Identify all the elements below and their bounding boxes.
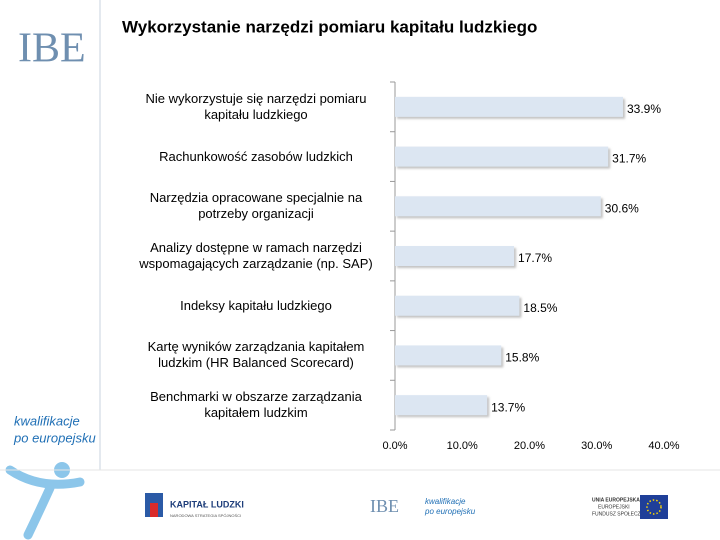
y-tick-label: Benchmarki w obszarze zarządzania kapita… — [150, 389, 362, 421]
y-tick-label: Analizy dostępne w ramach narzędzi wspom… — [139, 240, 373, 271]
footer-text: kwalifikacje — [425, 497, 466, 506]
logo: IBE — [18, 26, 86, 72]
value-label: 33.9% — [627, 102, 661, 116]
footer-text: EUROPEJSKI — [598, 504, 630, 510]
bar — [395, 345, 502, 366]
value-label: 18.5% — [523, 301, 557, 315]
bar — [395, 96, 623, 117]
value-label: 15.8% — [505, 351, 539, 365]
x-tick-label: 30.0% — [581, 440, 612, 452]
slogan: po europejsku — [13, 430, 96, 445]
value-label: 17.7% — [518, 251, 552, 265]
bar — [395, 295, 520, 316]
eu-stars — [646, 499, 662, 515]
y-tick-label: Indeksy kapitału ludzkiego — [180, 297, 332, 313]
footer: KAPITAŁ LUDZKI NARODOWA STRATEGIA SPÓJNO… — [145, 493, 668, 519]
y-tick-label: Rachunkowość zasobów ludzkich — [159, 148, 353, 164]
footer-text: KAPITAŁ LUDZKI — [170, 499, 244, 509]
y-tick-label: Kartę wyników zarządzania kapitałem ludz… — [147, 339, 365, 371]
x-tick-label: 0.0% — [382, 440, 407, 452]
footer-icon — [150, 503, 158, 517]
bar — [395, 146, 609, 167]
bar — [395, 246, 515, 266]
value-label: 30.6% — [605, 201, 639, 215]
value-label: 31.7% — [612, 152, 646, 166]
bar — [395, 196, 601, 217]
footer-text: po europejsku — [424, 507, 476, 516]
x-tick-label: 40.0% — [648, 440, 679, 452]
eu-flag — [640, 495, 668, 519]
bar — [395, 395, 488, 416]
x-tick-label: 10.0% — [447, 440, 478, 452]
footer-text: NARODOWA STRATEGIA SPÓJNOŚCI — [170, 513, 241, 518]
slogan: kwalifikacje — [14, 413, 80, 428]
footer-text: FUNDUSZ SPOŁECZNY — [592, 511, 648, 517]
y-tick-label: Nie wykorzystuje się narzędzi pomiaru ka… — [145, 90, 367, 122]
chart-title: Wykorzystanie narzędzi pomiaru kapitału … — [122, 17, 537, 36]
footer-text: UNIA EUROPEJSKA — [592, 497, 640, 503]
y-tick-label: Narzędzia opracowane specjalnie na potrz… — [149, 190, 363, 222]
value-label: 13.7% — [491, 400, 525, 414]
figure-icon — [5, 462, 85, 540]
footer-logo: IBE — [370, 496, 399, 516]
x-tick-label: 20.0% — [514, 440, 545, 452]
